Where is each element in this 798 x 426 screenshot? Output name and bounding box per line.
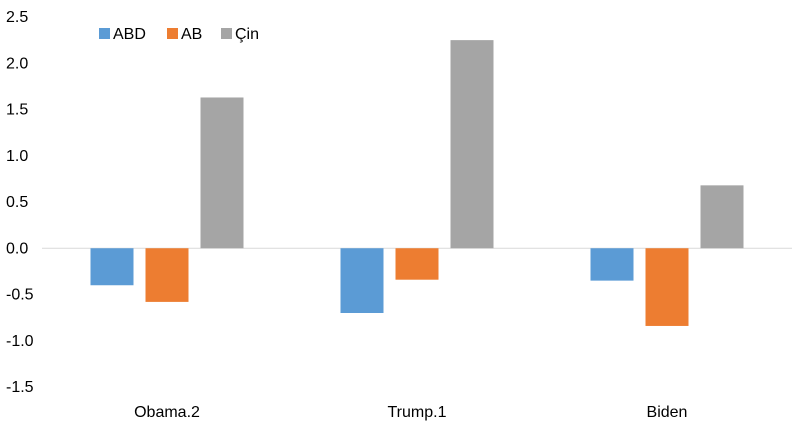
bar-abd-obama2	[90, 248, 134, 286]
y-tick-label: -1.0	[6, 333, 34, 350]
bar-çin-trump1	[450, 40, 494, 249]
y-tick-label: 2.0	[6, 55, 28, 72]
legend-label: Çin	[235, 26, 259, 43]
legend-swatch	[99, 28, 110, 39]
y-tick-label: 0.5	[6, 194, 28, 211]
bar-ab-obama2	[145, 248, 189, 302]
y-tick-label: 2.5	[6, 9, 28, 26]
y-tick-label: 0.0	[6, 240, 28, 257]
y-tick-label: 1.5	[6, 102, 28, 119]
x-axis-ticks: Obama.2 Trump.1 Biden	[134, 404, 687, 421]
legend-label: ABD	[113, 26, 146, 43]
x-tick-label: Biden	[647, 404, 688, 421]
y-axis-ticks: 2.5 2.0 1.5 1.0 0.5 0.0 -0.5 -1.0 -1.5	[6, 9, 34, 396]
x-tick-label: Obama.2	[134, 404, 200, 421]
x-tick-label: Trump.1	[388, 404, 447, 421]
bar-çin-obama2	[200, 97, 244, 249]
bar-ab-trump1	[395, 248, 439, 280]
bar-abd-biden	[590, 248, 634, 281]
y-tick-label: -0.5	[6, 287, 34, 304]
legend-swatch	[167, 28, 178, 39]
bar-abd-trump1	[340, 248, 384, 313]
bar-ab-biden	[645, 248, 689, 326]
bars	[90, 40, 744, 326]
y-tick-label: -1.5	[6, 379, 34, 396]
y-tick-label: 1.0	[6, 148, 28, 165]
legend: ABD AB Çin	[99, 26, 259, 43]
bar-çin-biden	[700, 185, 744, 249]
legend-label: AB	[181, 26, 202, 43]
legend-swatch	[221, 28, 232, 39]
